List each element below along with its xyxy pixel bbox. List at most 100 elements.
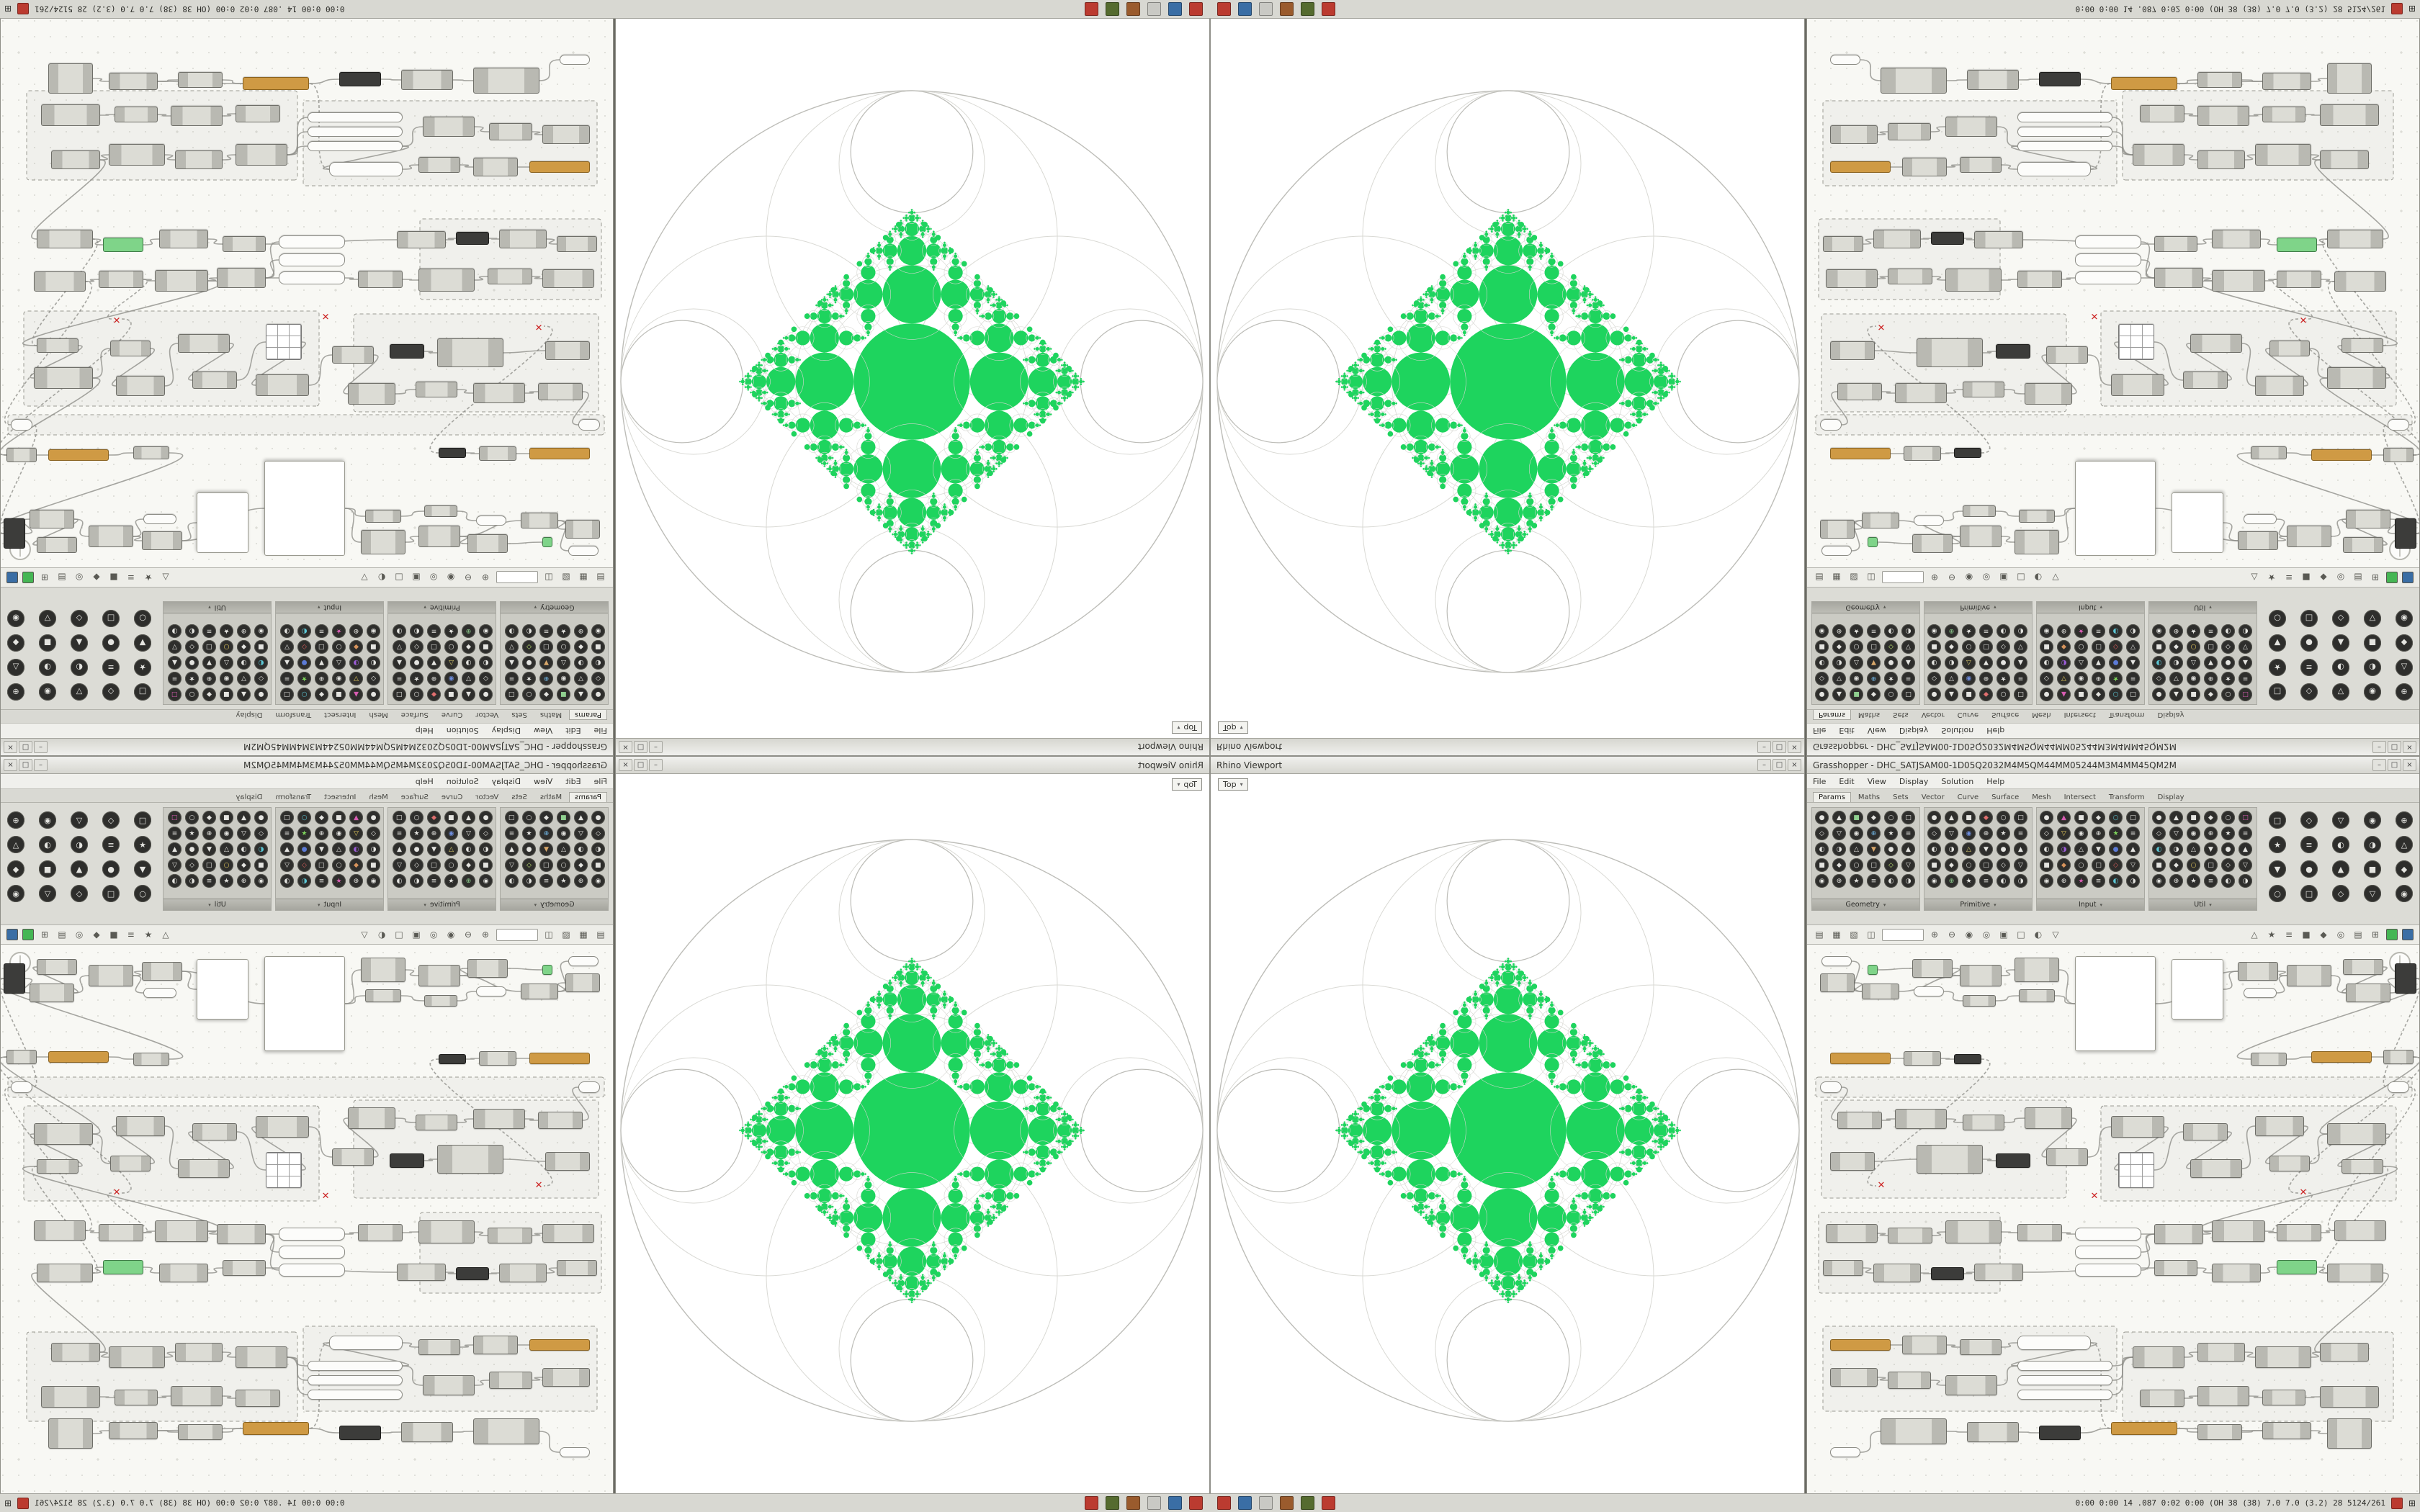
component-icon[interactable]: ○ xyxy=(1884,811,1898,824)
component-icon[interactable]: ▽ xyxy=(2364,610,2381,627)
component-icon[interactable]: ◑ xyxy=(2169,842,2183,856)
wire[interactable] xyxy=(1996,126,2018,147)
component-icon[interactable]: ◇ xyxy=(1927,827,1941,840)
gh-node-standard[interactable] xyxy=(37,338,79,353)
component-icon[interactable]: ◐ xyxy=(591,656,605,670)
menu-solution[interactable]: Solution xyxy=(446,776,479,786)
wire[interactable] xyxy=(1881,1118,1896,1121)
component-icon[interactable]: ⊕ xyxy=(2169,624,2183,638)
gh-node-standard[interactable] xyxy=(1826,269,1878,288)
component-icon[interactable]: ▲ xyxy=(2238,656,2252,670)
gh-node-standard[interactable] xyxy=(473,68,539,94)
wire[interactable] xyxy=(405,969,419,976)
wire[interactable] xyxy=(1946,164,1960,168)
close-button[interactable]: × xyxy=(4,759,17,771)
wire[interactable] xyxy=(474,1231,488,1236)
viewport-tab-top[interactable]: Top ▾ xyxy=(1172,778,1202,791)
maximize-button[interactable]: □ xyxy=(2388,741,2401,753)
gh-node-standard[interactable] xyxy=(2212,230,2261,248)
wire[interactable] xyxy=(157,1395,171,1398)
gh-node-standard[interactable] xyxy=(89,965,133,986)
gh-node-standard[interactable] xyxy=(2190,1159,2242,1178)
wire[interactable] xyxy=(2001,279,2018,281)
component-icon[interactable]: ◐ xyxy=(2152,842,2166,856)
gh-node-standard[interactable] xyxy=(473,1109,525,1129)
wire[interactable] xyxy=(143,279,156,282)
tab-curve[interactable]: Curve xyxy=(1957,711,1979,719)
gh-node-standard[interactable] xyxy=(2046,1148,2088,1166)
gh-node-standard[interactable] xyxy=(542,1224,594,1243)
gh-node-standard[interactable] xyxy=(2212,1220,2265,1242)
component-icon[interactable]: ◇ xyxy=(2109,858,2123,872)
component-icon[interactable]: ★ xyxy=(1962,624,1976,638)
gh-node-standard[interactable] xyxy=(37,230,93,248)
component-icon[interactable]: ≡ xyxy=(427,624,441,638)
component-icon[interactable]: ◇ xyxy=(2040,672,2053,685)
component-icon[interactable]: ◐ xyxy=(479,842,493,856)
gh-node-standard[interactable] xyxy=(1823,1260,1863,1276)
component-icon[interactable]: ▽ xyxy=(2126,858,2140,872)
component-icon[interactable]: ◇ xyxy=(297,858,311,872)
component-icon[interactable]: ◉ xyxy=(2152,624,2166,638)
gh-node-capsule[interactable] xyxy=(2388,1081,2409,1093)
gh-node-capsule[interactable] xyxy=(308,141,403,151)
component-icon[interactable]: ◆ xyxy=(1979,811,1993,824)
gh-node-standard[interactable] xyxy=(1912,959,1953,978)
gh-node-dark[interactable] xyxy=(390,344,424,359)
gh-node-error[interactable]: ✕ xyxy=(2299,1187,2308,1198)
wire[interactable] xyxy=(1831,391,1848,426)
gh-node-standard[interactable] xyxy=(1881,1418,1947,1444)
component-icon[interactable]: ◐ xyxy=(297,624,311,638)
minimize-button[interactable]: – xyxy=(34,759,48,771)
component-icon[interactable]: △ xyxy=(2074,656,2088,670)
wire[interactable] xyxy=(111,1125,156,1164)
gh-node-dark[interactable] xyxy=(390,1153,424,1168)
gh-node-standard[interactable] xyxy=(1888,269,1932,284)
tab-params[interactable]: Params xyxy=(1813,792,1851,802)
wire[interactable] xyxy=(287,117,308,156)
component-icon[interactable]: ▼ xyxy=(2204,842,2218,856)
wire[interactable] xyxy=(251,1126,306,1171)
component-icon[interactable]: ● xyxy=(591,811,605,824)
wire[interactable] xyxy=(2241,343,2256,387)
gh-node-selected-green[interactable] xyxy=(2277,1260,2317,1274)
component-icon[interactable]: ▲ xyxy=(574,688,588,701)
component-icon[interactable]: ◐ xyxy=(410,874,424,888)
wire[interactable] xyxy=(2244,1351,2256,1358)
maximize-button[interactable]: □ xyxy=(634,741,647,753)
component-icon[interactable]: ◑ xyxy=(2126,624,2140,638)
tray-icon[interactable] xyxy=(1126,2,1140,16)
component-icon[interactable]: ■ xyxy=(2187,811,2200,824)
toolbar-icon[interactable]: ▧ xyxy=(1850,930,1858,940)
gh-node-panel[interactable] xyxy=(2172,959,2223,1020)
gh-node-capsule[interactable] xyxy=(2017,162,2091,176)
component-icon[interactable]: ◉ xyxy=(39,683,56,701)
palette-group-label[interactable]: Geometry ▾ xyxy=(1812,899,1919,910)
component-icon[interactable]: ◇ xyxy=(297,640,311,654)
wire[interactable] xyxy=(2184,1351,2198,1358)
component-icon[interactable]: ⊕ xyxy=(1867,672,1881,685)
toolbar-icon[interactable]: ▤ xyxy=(2354,930,2362,940)
wire[interactable] xyxy=(2010,1342,2098,1367)
tab-sets[interactable]: Sets xyxy=(511,711,527,719)
wire[interactable] xyxy=(2314,159,2389,240)
gh-node-standard[interactable] xyxy=(361,958,405,982)
wire[interactable] xyxy=(344,1232,359,1235)
wire[interactable] xyxy=(402,1365,424,1386)
wire[interactable] xyxy=(1932,276,1946,281)
gh-node-standard[interactable] xyxy=(2320,1386,2379,1408)
gh-node-standard[interactable] xyxy=(499,230,547,248)
component-icon[interactable]: □ xyxy=(427,640,441,654)
component-icon[interactable]: ▽ xyxy=(39,610,56,627)
gh-node-standard[interactable] xyxy=(34,1220,86,1241)
component-icon[interactable]: ◑ xyxy=(2169,656,2183,670)
gh-node-standard[interactable] xyxy=(1967,1422,2019,1442)
toolbar-icon[interactable]: ⊞ xyxy=(2371,930,2380,940)
component-icon[interactable]: ○ xyxy=(134,885,151,902)
toolbar-icon[interactable]: ★ xyxy=(2267,572,2276,582)
gh-node-standard[interactable] xyxy=(6,448,37,462)
wire[interactable] xyxy=(532,131,543,135)
component-icon[interactable]: ★ xyxy=(410,672,424,685)
component-icon[interactable]: ■ xyxy=(332,811,346,824)
viewport-tab-top[interactable]: Top ▾ xyxy=(1218,721,1248,734)
